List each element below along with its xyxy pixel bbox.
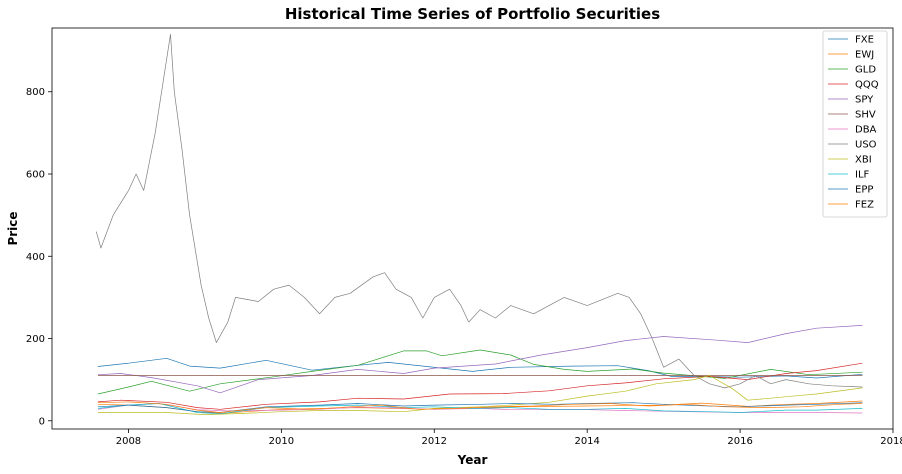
plot-lines [95,33,863,415]
legend-label-ilf: ILF [855,170,870,181]
legend-label-fxe: FXE [855,35,874,46]
x-tick-label: 2018 [880,436,902,447]
x-tick-label: 2014 [574,436,599,447]
series-line-epp [97,402,863,413]
x-axis-title: Year [457,453,488,467]
y-tick-label: 200 [26,334,45,345]
x-tick-label: 2010 [269,436,294,447]
plot-frame [51,27,894,430]
legend-label-spy: SPY [855,95,874,106]
legend-label-gld: GLD [855,65,876,76]
series-line-uso [95,33,863,389]
legend-label-uso: USO [855,140,877,151]
y-axis-title: Price [6,211,20,245]
legend-label-epp: EPP [855,185,873,196]
y-tick-label: 400 [26,252,45,263]
legend-label-qqq: QQQ [855,80,879,91]
legend-box [822,30,888,218]
y-tick-label: 800 [26,87,45,98]
y-tick-label: 0 [39,416,45,427]
legend-label-dba: DBA [855,125,877,136]
legend-label-shv: SHV [855,110,876,121]
x-axis: 2008 2010 2012 2014 2016 2018 [116,429,902,447]
y-tick-label: 600 [26,170,45,181]
series-line-fez [97,401,863,413]
x-tick-label: 2008 [116,436,141,447]
y-axis: 0 200 400 600 800 [26,87,52,427]
series-line-spy [97,325,863,394]
legend-label-ewj: EWJ [855,50,874,61]
series-line-ilf [97,403,863,415]
chart-title: Historical Time Series of Portfolio Secu… [285,5,660,23]
x-tick-label: 2016 [727,436,752,447]
series-line-qqq [97,362,863,410]
legend: FXE EWJ GLD QQQ SPY SHV DBA USO XBI ILF EPP FEZ [822,30,888,218]
legend-label-fez: FEZ [855,200,874,211]
legend-label-xbi: XBI [855,155,872,166]
series-line-fxe [97,357,863,379]
x-tick-label: 2012 [422,436,447,447]
